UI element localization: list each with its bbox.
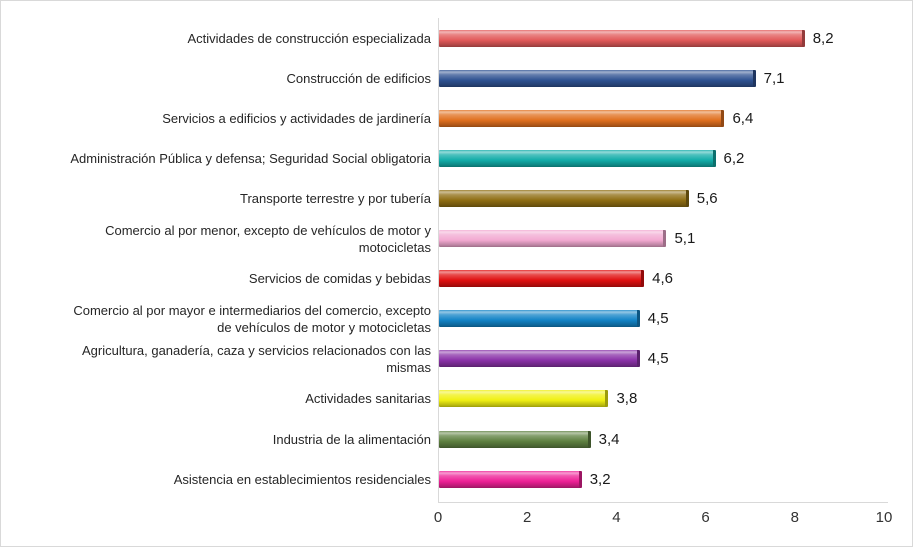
bar: [439, 69, 756, 87]
chart-row: Transporte terrestre y por tubería 5,6: [1, 178, 912, 218]
bar: [439, 189, 689, 207]
chart-row: Actividades sanitarias 3,8: [1, 379, 912, 419]
category-label: Industria de la alimentación: [272, 431, 431, 447]
bar: [439, 270, 645, 288]
value-label: 8,2: [812, 29, 834, 47]
bar: [439, 390, 609, 408]
chart-row: Agricultura, ganadería, caza y servicios…: [1, 339, 912, 379]
x-axis-line: [438, 502, 888, 503]
value-label: 6,4: [732, 109, 754, 127]
category-label: Construcción de edificios: [286, 70, 431, 86]
value-label: 4,5: [647, 350, 669, 368]
value-label: 3,8: [616, 390, 638, 408]
y-axis-line: [438, 18, 439, 502]
category-label: Asistencia en establecimientos residenci…: [173, 471, 431, 487]
chart-row: Construcción de edificios 7,1: [1, 58, 912, 98]
category-label: Actividades de construcción especializad…: [187, 30, 431, 46]
category-label: Comercio al por mayor e intermediarios d…: [73, 302, 431, 335]
value-label: 7,1: [763, 69, 785, 87]
bar: [439, 470, 582, 488]
bar: [439, 230, 667, 248]
x-axis-tick-label: 10: [875, 509, 893, 526]
chart-row: Administración Pública y defensa; Seguri…: [1, 138, 912, 178]
category-label: Agricultura, ganadería, caza y servicios…: [81, 342, 431, 375]
bar: [439, 310, 640, 328]
value-label: 3,2: [589, 470, 611, 488]
category-label: Servicios de comidas y bebidas: [248, 271, 431, 287]
chart-row: Actividades de construcción especializad…: [1, 18, 912, 58]
bar: [439, 350, 640, 368]
category-label: Servicios a edificios y actividades de j…: [162, 110, 431, 126]
chart-row: Servicios a edificios y actividades de j…: [1, 98, 912, 138]
bar: [439, 109, 725, 127]
value-label: 5,1: [674, 230, 696, 248]
category-label: Transporte terrestre y por tubería: [240, 190, 431, 206]
x-axis-tick-label: 6: [701, 509, 710, 526]
value-label: 4,6: [652, 270, 674, 288]
x-axis-tick-label: 4: [612, 509, 621, 526]
chart-row: Asistencia en establecimientos residenci…: [1, 459, 912, 499]
category-label: Comercio al por menor, excepto de vehícu…: [105, 222, 431, 255]
value-label: 5,6: [696, 189, 718, 207]
bar: [439, 430, 591, 448]
x-axis-tick-label: 2: [523, 509, 532, 526]
chart-row: Comercio al por mayor e intermediarios d…: [1, 299, 912, 339]
value-label: 4,5: [647, 310, 669, 328]
x-axis-tick-label: 8: [790, 509, 799, 526]
value-label: 6,2: [723, 149, 745, 167]
category-label: Actividades sanitarias: [305, 391, 431, 407]
bar: [439, 149, 716, 167]
chart-row: Industria de la alimentación 3,4: [1, 419, 912, 459]
bar: [439, 29, 805, 47]
x-axis-tick-label: 0: [433, 509, 443, 526]
chart-row: Comercio al por menor, excepto de vehícu…: [1, 219, 912, 259]
category-label: Administración Pública y defensa; Seguri…: [70, 150, 431, 166]
chart-row: Servicios de comidas y bebidas 4,6: [1, 259, 912, 299]
value-label: 3,4: [598, 430, 620, 448]
